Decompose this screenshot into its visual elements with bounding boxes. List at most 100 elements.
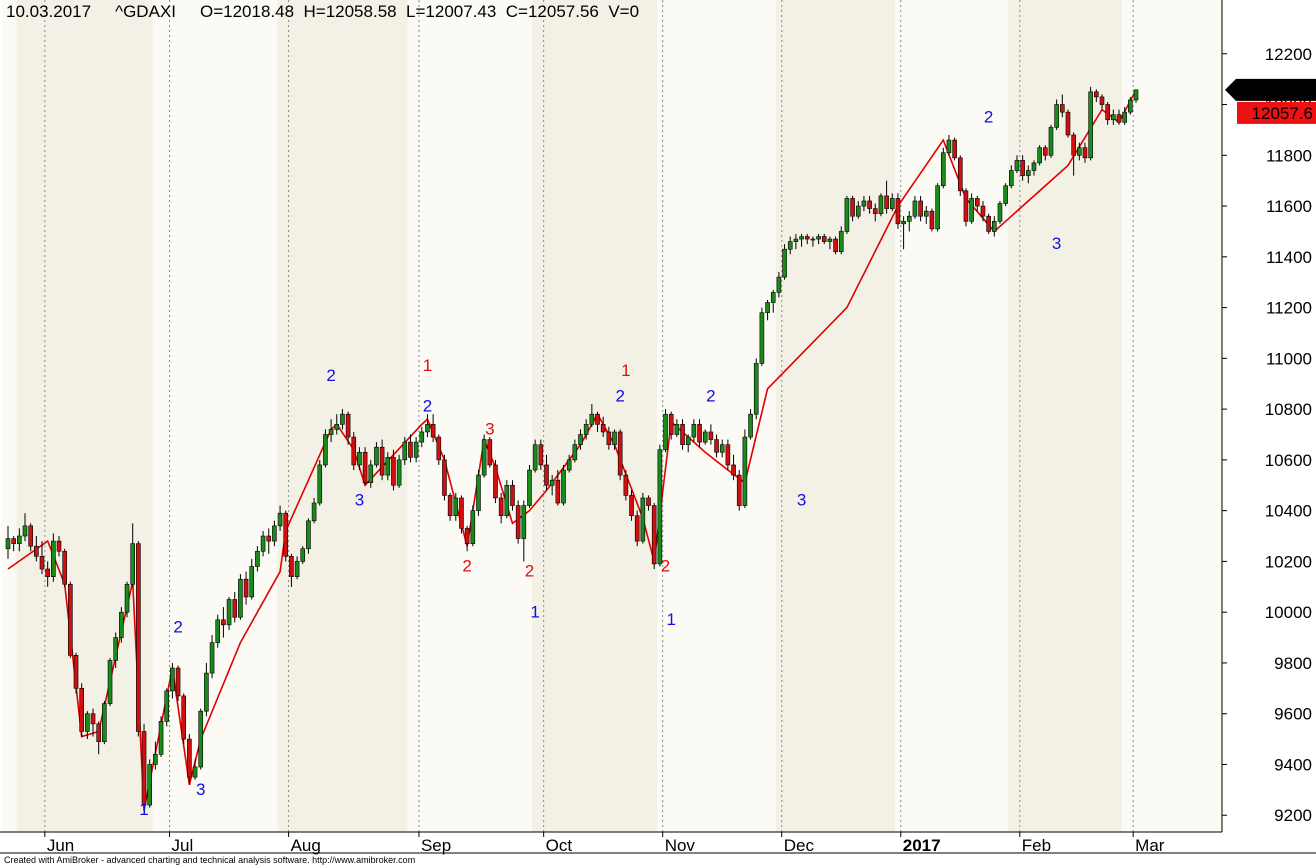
- candle-body: [787, 241, 793, 250]
- candle: [481, 434, 487, 478]
- candle: [770, 289, 776, 313]
- candle: [204, 662, 209, 717]
- candle-body: [62, 550, 67, 585]
- candle: [300, 546, 306, 564]
- candle: [589, 404, 595, 427]
- candle-body: [702, 431, 708, 443]
- candle-body: [827, 238, 833, 242]
- candle-body: [748, 413, 753, 438]
- candle: [209, 635, 215, 679]
- candle-body: [765, 302, 770, 313]
- candle-body: [793, 238, 799, 242]
- candle-body: [1008, 170, 1014, 187]
- candle-body: [731, 464, 736, 476]
- candle-body: [583, 424, 589, 435]
- x-tick-label: Aug: [291, 836, 321, 855]
- candle-body: [923, 210, 929, 217]
- month-band: [1008, 0, 1122, 832]
- candle: [85, 711, 90, 740]
- candle-body: [34, 545, 39, 557]
- candle: [175, 665, 181, 702]
- candle-body: [929, 210, 935, 230]
- candle: [867, 195, 872, 214]
- wave-label: 2: [984, 107, 993, 126]
- candle: [674, 419, 680, 438]
- candle: [793, 233, 799, 250]
- candle-body: [572, 444, 578, 461]
- month-bands: [2, 0, 1222, 832]
- candle-body: [640, 497, 646, 542]
- candle: [362, 447, 368, 486]
- candle: [56, 536, 62, 557]
- x-tick-label: Oct: [546, 836, 573, 855]
- candle: [130, 523, 136, 587]
- candle-body: [606, 431, 612, 445]
- candle: [73, 652, 79, 694]
- candle-body: [209, 642, 215, 674]
- candle: [691, 419, 697, 443]
- candle: [833, 236, 838, 255]
- candle: [442, 454, 447, 501]
- candle: [141, 723, 147, 811]
- candle-body: [952, 139, 957, 159]
- candle: [164, 688, 170, 727]
- candle: [634, 510, 640, 547]
- candle-body: [1020, 160, 1025, 176]
- candle: [311, 497, 317, 524]
- candle-body: [481, 439, 487, 476]
- candle-body: [164, 690, 170, 722]
- candle: [102, 701, 107, 745]
- candle: [476, 470, 481, 516]
- candle: [804, 233, 810, 245]
- x-tick-label: Sep: [421, 836, 451, 855]
- candle: [725, 439, 731, 471]
- candle: [753, 358, 759, 420]
- candle-body: [838, 231, 844, 253]
- candle: [935, 183, 940, 232]
- candle: [544, 454, 549, 491]
- wave-label: 2: [462, 557, 471, 576]
- candle-body: [430, 424, 436, 438]
- candle: [952, 137, 957, 161]
- candle-body: [243, 578, 249, 598]
- candle-body: [889, 198, 895, 209]
- candle: [113, 632, 118, 669]
- candle-body: [810, 238, 816, 241]
- date-axis: Jun Jul Aug Sep Oct Nov Dec 2017 Feb Mar: [0, 831, 1316, 868]
- candle: [595, 411, 600, 432]
- candle-body: [521, 505, 527, 539]
- candle: [1133, 89, 1139, 103]
- candle-body: [402, 441, 408, 461]
- candle: [5, 525, 11, 559]
- wave-label: 3: [355, 491, 364, 510]
- candle-body: [1065, 111, 1071, 136]
- candle-body: [816, 236, 821, 240]
- candle-body: [215, 619, 221, 643]
- candle: [555, 470, 561, 506]
- candle-body: [379, 446, 385, 476]
- candle: [776, 272, 782, 298]
- candle: [34, 536, 39, 562]
- candle-body: [589, 413, 595, 425]
- candle: [419, 426, 425, 448]
- candle: [1071, 132, 1076, 176]
- candle-body: [1133, 89, 1139, 101]
- candle: [538, 439, 544, 471]
- candle-body: [901, 220, 906, 225]
- candle: [391, 449, 396, 491]
- candle-body: [844, 198, 850, 232]
- price-axis: 9200 9400 9600 9800 10000 10200 10400 10600 1080…: [1221, 0, 1316, 868]
- header-date: 10.03.2017: [6, 2, 92, 21]
- candle-body: [153, 754, 158, 765]
- candle: [969, 193, 974, 224]
- candle: [22, 513, 28, 542]
- candle: [11, 536, 16, 552]
- candle: [107, 657, 113, 707]
- candle-body: [5, 538, 11, 550]
- y-tick-label: 10600: [1265, 451, 1312, 470]
- candle-body: [447, 495, 453, 517]
- candle: [1116, 109, 1122, 125]
- candle-body: [691, 424, 697, 438]
- price-tag-shape: [1225, 78, 1316, 101]
- candle: [1008, 165, 1014, 189]
